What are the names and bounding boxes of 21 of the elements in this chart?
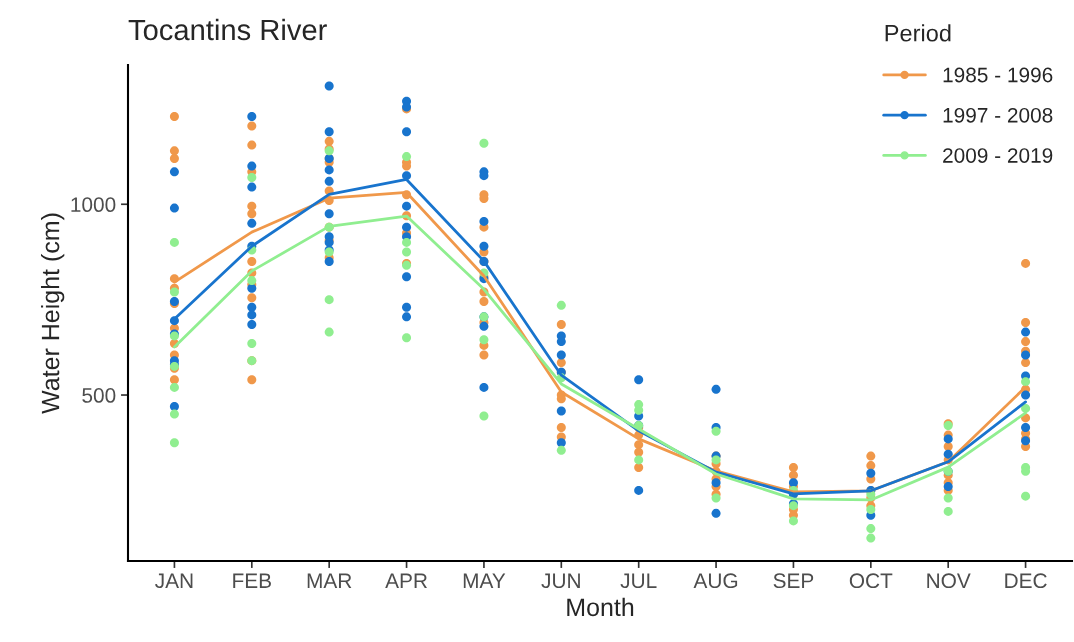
legend-title: Period	[885, 24, 951, 42]
x-tick-label: MAY	[463, 573, 506, 588]
x-tick-label: AUG	[693, 573, 738, 589]
chart-title: Tocantins River	[128, 18, 327, 41]
x-tick-label: SEP	[773, 573, 814, 589]
legend-label: 2009 - 2019	[943, 148, 1053, 163]
x-tick-label: JUL	[620, 573, 657, 589]
x-tick-label: DEC	[1005, 573, 1047, 589]
y-axis-title: Water Height (cm)	[40, 213, 65, 414]
x-tick-label: APR	[385, 573, 428, 588]
y-tick-label: 1000	[71, 197, 116, 213]
x-axis-title: Month	[567, 597, 634, 617]
legend-label: 1985 - 1996	[943, 67, 1053, 83]
x-tick-label: NOV	[927, 573, 971, 589]
x-tick-label: MAR	[307, 573, 352, 588]
legend-label: 1997 - 2008	[943, 107, 1053, 123]
x-tick-label: JUN	[541, 573, 580, 589]
x-tick-label: OCT	[849, 573, 893, 589]
y-tick-label: 500	[82, 388, 116, 403]
x-tick-label: JAN	[155, 573, 193, 589]
x-tick-label: FEB	[233, 573, 271, 588]
